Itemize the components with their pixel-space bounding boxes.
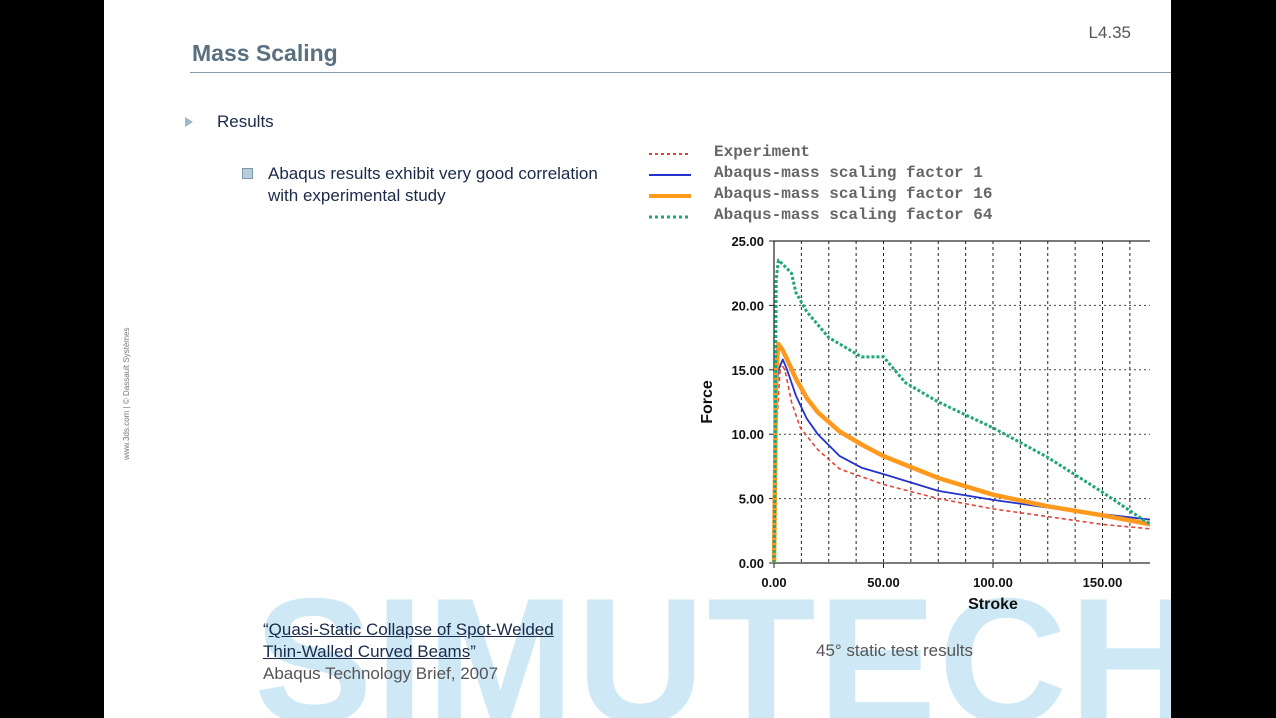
y-tick-label: 5.00 [739, 492, 764, 507]
close-quote: ” [470, 642, 476, 661]
page-number: L4.35 [1088, 23, 1131, 42]
slide: SIMUTECH L4.35 Mass Scaling www.3ds.com … [104, 0, 1171, 718]
y-tick-label: 20.00 [731, 298, 764, 313]
series-line-3 [772, 258, 1150, 564]
citation-link-line1[interactable]: Quasi-Static Collapse of Spot-Welded [268, 620, 554, 639]
legend-swatch-experiment [649, 153, 691, 155]
title-divider [190, 72, 1171, 73]
bullet-triangle-icon [185, 117, 193, 127]
citation: “Quasi-Static Collapse of Spot-Welded Th… [263, 619, 554, 685]
copyright-side-text: www.3ds.com | © Dassault Systèmes [122, 327, 131, 460]
y-tick-label: 15.00 [731, 363, 764, 378]
legend-swatch-scaling-1 [649, 174, 691, 176]
citation-link-line2[interactable]: Thin-Walled Curved Beams [263, 642, 471, 661]
legend-label: Abaqus-mass scaling factor 64 [714, 206, 993, 224]
slide-title: Mass Scaling [192, 40, 338, 66]
legend-label: Abaqus-mass scaling factor 16 [714, 185, 993, 203]
y-tick-label: 10.00 [731, 427, 764, 442]
y-axis-label: Force [699, 380, 716, 424]
legend-label: Abaqus-mass scaling factor 1 [714, 164, 983, 182]
open-quote: “ [263, 620, 269, 639]
x-axis-label: Stroke [968, 596, 1018, 613]
series-line-2 [771, 341, 1150, 564]
bullet-results: Results [217, 112, 274, 131]
force-stroke-chart: 0.00 5.00 10.00 15.00 20.00 25.00 0.00 50.00 100… [699, 234, 1150, 613]
y-tick-label: 25.00 [731, 234, 764, 249]
x-tick-label: 100.00 [973, 575, 1013, 590]
bullet-square-icon [242, 168, 253, 179]
series-line-1 [773, 358, 1150, 564]
bullet-correlation-text: Abaqus results exhibit very good correla… [268, 164, 598, 205]
citation-source: Abaqus Technology Brief, 2007 [263, 664, 499, 683]
series-line-0 [773, 362, 1150, 564]
legend-label: Experiment [714, 143, 811, 161]
x-tick-label: 50.00 [867, 575, 900, 590]
legend-swatch-scaling-64 [649, 215, 691, 219]
legend-swatch-scaling-16 [649, 194, 691, 198]
chart-caption: 45° static test results [816, 641, 974, 660]
x-tick-label: 0.00 [761, 575, 786, 590]
x-tick-label: 150.00 [1083, 575, 1123, 590]
watermark: SIMUTECH [254, 561, 1171, 718]
y-tick-label: 0.00 [739, 556, 764, 571]
